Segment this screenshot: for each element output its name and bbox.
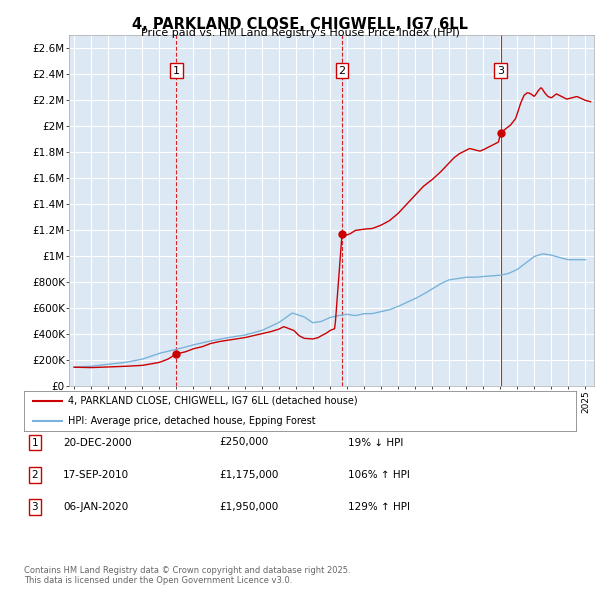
Text: 4, PARKLAND CLOSE, CHIGWELL, IG7 6LL (detached house): 4, PARKLAND CLOSE, CHIGWELL, IG7 6LL (de…	[68, 396, 358, 405]
Text: £1,950,000: £1,950,000	[219, 503, 278, 512]
Text: 3: 3	[31, 503, 38, 512]
Text: 3: 3	[497, 65, 504, 76]
Text: 2: 2	[338, 65, 346, 76]
Text: 1: 1	[31, 438, 38, 447]
Text: 106% ↑ HPI: 106% ↑ HPI	[348, 470, 410, 480]
Text: 2: 2	[31, 470, 38, 480]
Text: 129% ↑ HPI: 129% ↑ HPI	[348, 503, 410, 512]
Text: Price paid vs. HM Land Registry's House Price Index (HPI): Price paid vs. HM Land Registry's House …	[140, 28, 460, 38]
Text: 4, PARKLAND CLOSE, CHIGWELL, IG7 6LL: 4, PARKLAND CLOSE, CHIGWELL, IG7 6LL	[132, 17, 468, 31]
Text: HPI: Average price, detached house, Epping Forest: HPI: Average price, detached house, Eppi…	[68, 416, 316, 425]
Text: 19% ↓ HPI: 19% ↓ HPI	[348, 438, 403, 447]
Text: Contains HM Land Registry data © Crown copyright and database right 2025.
This d: Contains HM Land Registry data © Crown c…	[24, 566, 350, 585]
Text: £250,000: £250,000	[219, 438, 268, 447]
Text: 06-JAN-2020: 06-JAN-2020	[63, 503, 128, 512]
Text: £1,175,000: £1,175,000	[219, 470, 278, 480]
Text: 17-SEP-2010: 17-SEP-2010	[63, 470, 129, 480]
Text: 1: 1	[173, 65, 180, 76]
Text: 20-DEC-2000: 20-DEC-2000	[63, 438, 131, 447]
